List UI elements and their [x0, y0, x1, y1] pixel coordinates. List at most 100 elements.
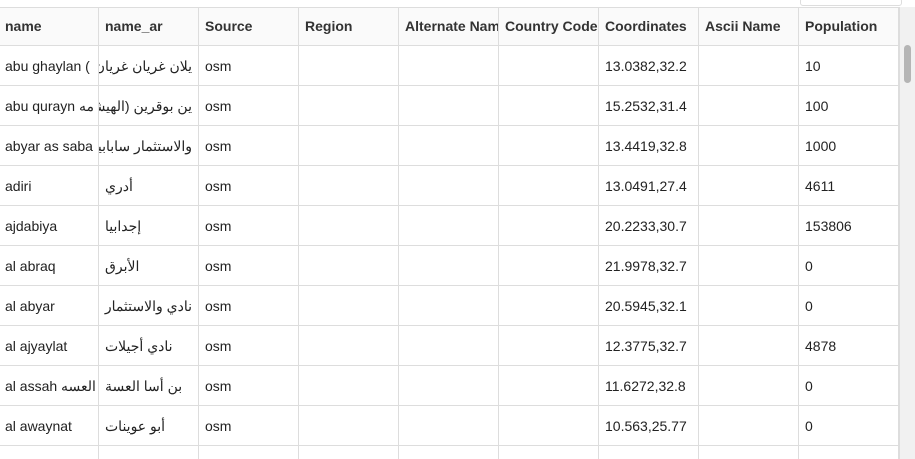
cell: 4611	[799, 166, 899, 206]
cell	[699, 206, 799, 246]
cell: 0	[799, 286, 899, 326]
cell	[299, 446, 399, 459]
cell: abu ghaylan (	[0, 46, 99, 86]
column-header[interactable]: name_ar	[99, 7, 199, 46]
cell	[799, 446, 899, 459]
column-header[interactable]: Region	[299, 7, 399, 46]
cell: نادي أجيلات	[99, 326, 199, 366]
cell	[499, 286, 599, 326]
cell	[399, 326, 499, 366]
cell	[499, 326, 599, 366]
column-header[interactable]: Ascii Name	[699, 7, 799, 46]
cell: 10.563,25.77	[599, 406, 699, 446]
cell	[299, 166, 399, 206]
column-header[interactable]: Coordinates	[599, 7, 699, 46]
cell	[699, 286, 799, 326]
cell: 15.2532,31.4	[599, 86, 699, 126]
cell	[499, 406, 599, 446]
scrollbar[interactable]	[899, 7, 915, 459]
cell: 100	[799, 86, 899, 126]
cell: والاستثمار سابابيل	[99, 126, 199, 166]
cell	[399, 46, 499, 86]
cell: abyar as saba	[0, 126, 99, 166]
cell	[399, 206, 499, 246]
cell	[299, 286, 399, 326]
cell	[399, 406, 499, 446]
cell: 21.9978,32.7	[599, 246, 699, 286]
cell	[699, 126, 799, 166]
cell: ajdabiya	[0, 206, 99, 246]
cell	[699, 166, 799, 206]
cell: 0	[799, 366, 899, 406]
column-header[interactable]: Source	[199, 7, 299, 46]
cell	[599, 446, 699, 459]
cell: adiri	[0, 166, 99, 206]
cell: إجدابيا	[99, 206, 199, 246]
cell	[299, 86, 399, 126]
cell: بن أسا العسة	[99, 366, 199, 406]
cell: osm	[199, 46, 299, 86]
column-header[interactable]: Population	[799, 7, 899, 46]
cell: 11.6272,32.8	[599, 366, 699, 406]
cell	[499, 166, 599, 206]
cell: osm	[199, 86, 299, 126]
cell: al assah العسه	[0, 366, 99, 406]
cell	[699, 366, 799, 406]
cell	[299, 246, 399, 286]
cell: يلان غريان غريان	[99, 46, 199, 86]
cell	[499, 46, 599, 86]
cell	[499, 246, 599, 286]
cell	[699, 46, 799, 86]
cell	[299, 46, 399, 86]
cell: 13.0382,32.2	[599, 46, 699, 86]
cell: osm	[199, 246, 299, 286]
cell: al awaynat	[0, 406, 99, 446]
cell	[299, 206, 399, 246]
column-header[interactable]: name	[0, 7, 99, 46]
cell: 0	[799, 406, 899, 446]
cell	[499, 366, 599, 406]
cell	[399, 366, 499, 406]
scroll-thumb[interactable]	[904, 45, 911, 83]
cell	[399, 86, 499, 126]
cell: نادي والاستثمار	[99, 286, 199, 326]
column-header[interactable]: Country Code	[499, 7, 599, 46]
cell: الأبرق	[99, 246, 199, 286]
cell: 1000	[799, 126, 899, 166]
cell: osm	[199, 366, 299, 406]
cell: al abyar	[0, 286, 99, 326]
column-header[interactable]: Alternate Nam	[399, 7, 499, 46]
cell: أبو عوينات	[99, 406, 199, 446]
cell: 13.4419,32.8	[599, 126, 699, 166]
cell	[199, 446, 299, 459]
cell	[399, 286, 499, 326]
cell	[699, 446, 799, 459]
cell: osm	[199, 326, 299, 366]
cell	[299, 126, 399, 166]
cell: ين بوقرين (الهيشة	[99, 86, 199, 126]
cell: osm	[199, 286, 299, 326]
cell	[299, 406, 399, 446]
cell: osm	[199, 166, 299, 206]
cell: osm	[199, 206, 299, 246]
cell: abu qurayn مه	[0, 86, 99, 126]
cell	[699, 326, 799, 366]
cell: osm	[199, 126, 299, 166]
cell	[499, 126, 599, 166]
cell	[0, 446, 99, 459]
cell	[699, 406, 799, 446]
cell	[299, 326, 399, 366]
cell: al abraq	[0, 246, 99, 286]
cell: al ajyaylat	[0, 326, 99, 366]
cell	[399, 126, 499, 166]
cell	[99, 446, 199, 459]
cell	[399, 166, 499, 206]
cell: أدري	[99, 166, 199, 206]
cell	[299, 366, 399, 406]
cell	[699, 246, 799, 286]
cell	[499, 446, 599, 459]
cell: 153806	[799, 206, 899, 246]
cell: 0	[799, 246, 899, 286]
